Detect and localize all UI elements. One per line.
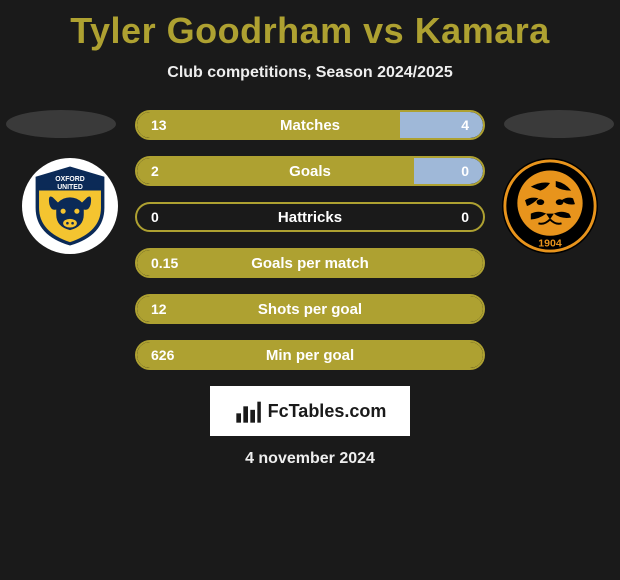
vs-text: vs [363, 10, 404, 51]
player-left-name: Tyler Goodrham [70, 10, 352, 51]
stat-label: Hattricks [227, 209, 393, 226]
stat-value-left: 2 [137, 163, 227, 179]
badge-shadow-left [6, 110, 116, 138]
stat-label: Goals [227, 163, 393, 180]
svg-text:1904: 1904 [538, 237, 562, 249]
brand-text: FcTables.com [268, 401, 387, 422]
badge-shadow-right [504, 110, 614, 138]
club-badge-left: OXFORD UNITED [22, 158, 118, 254]
stat-row: 626Min per goal [135, 340, 485, 370]
stat-value-left: 13 [137, 117, 227, 133]
oxford-united-crest-icon: OXFORD UNITED [27, 163, 113, 249]
stat-value-left: 12 [137, 301, 227, 317]
footer-date: 4 november 2024 [0, 450, 620, 468]
stat-value-right: 4 [393, 117, 483, 133]
stat-row: 13Matches4 [135, 110, 485, 140]
subtitle: Club competitions, Season 2024/2025 [0, 64, 620, 82]
stat-row: 0.15Goals per match [135, 248, 485, 278]
stat-label: Goals per match [227, 255, 393, 272]
stat-value-right: 0 [393, 163, 483, 179]
stat-row: 0Hattricks0 [135, 202, 485, 232]
club-badge-right: 1904 [502, 158, 598, 254]
stat-value-right: 0 [393, 209, 483, 225]
bar-chart-icon [234, 397, 262, 425]
player-right-name: Kamara [415, 10, 550, 51]
stat-label: Matches [227, 117, 393, 134]
hull-city-crest-icon: 1904 [502, 158, 598, 254]
content-area: OXFORD UNITED [0, 110, 620, 468]
svg-text:OXFORD: OXFORD [55, 176, 84, 183]
comparison-title: Tyler Goodrham vs Kamara [0, 0, 620, 52]
stat-label: Min per goal [227, 347, 393, 364]
brand-footer: FcTables.com [210, 386, 410, 436]
stat-row: 12Shots per goal [135, 294, 485, 324]
stat-value-left: 0.15 [137, 255, 227, 271]
stats-list: 13Matches42Goals00Hattricks00.15Goals pe… [135, 110, 485, 370]
stat-row: 2Goals0 [135, 156, 485, 186]
stat-value-left: 626 [137, 347, 227, 363]
svg-text:UNITED: UNITED [57, 184, 83, 191]
stat-value-left: 0 [137, 209, 227, 225]
stat-label: Shots per goal [227, 301, 393, 318]
